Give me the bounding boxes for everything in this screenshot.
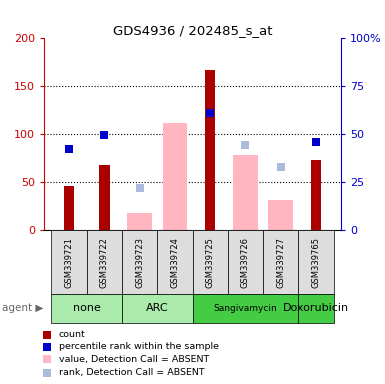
- Bar: [51, 294, 122, 323]
- Text: Doxorubicin: Doxorubicin: [283, 303, 349, 313]
- Bar: [298, 230, 334, 294]
- Bar: [192, 294, 298, 323]
- Text: value, Detection Call = ABSENT: value, Detection Call = ABSENT: [59, 354, 209, 364]
- Text: GSM339721: GSM339721: [64, 237, 74, 288]
- Bar: [263, 230, 298, 294]
- Text: none: none: [73, 303, 100, 313]
- Bar: [192, 230, 228, 294]
- Bar: [64, 186, 74, 230]
- Bar: [127, 213, 152, 230]
- Text: percentile rank within the sample: percentile rank within the sample: [59, 342, 219, 351]
- Bar: [157, 230, 192, 294]
- Bar: [51, 230, 87, 294]
- Bar: [99, 165, 110, 230]
- Bar: [87, 230, 122, 294]
- Title: GDS4936 / 202485_s_at: GDS4936 / 202485_s_at: [113, 24, 272, 37]
- Text: count: count: [59, 330, 85, 339]
- Text: ARC: ARC: [146, 303, 169, 313]
- Bar: [268, 200, 293, 230]
- Bar: [298, 294, 334, 323]
- Text: agent ▶: agent ▶: [2, 303, 43, 313]
- Text: GSM339724: GSM339724: [170, 237, 179, 288]
- Bar: [122, 230, 157, 294]
- Bar: [228, 230, 263, 294]
- Text: GSM339726: GSM339726: [241, 237, 250, 288]
- Bar: [122, 294, 192, 323]
- Text: GSM339765: GSM339765: [311, 237, 321, 288]
- Bar: [162, 123, 187, 230]
- Text: GSM339727: GSM339727: [276, 237, 285, 288]
- Text: Sangivamycin: Sangivamycin: [214, 304, 277, 313]
- Text: GSM339725: GSM339725: [206, 237, 215, 288]
- Text: GSM339723: GSM339723: [135, 237, 144, 288]
- Text: GSM339722: GSM339722: [100, 237, 109, 288]
- Bar: [205, 70, 216, 230]
- Bar: [233, 154, 258, 230]
- Bar: [311, 161, 321, 230]
- Text: rank, Detection Call = ABSENT: rank, Detection Call = ABSENT: [59, 368, 204, 377]
